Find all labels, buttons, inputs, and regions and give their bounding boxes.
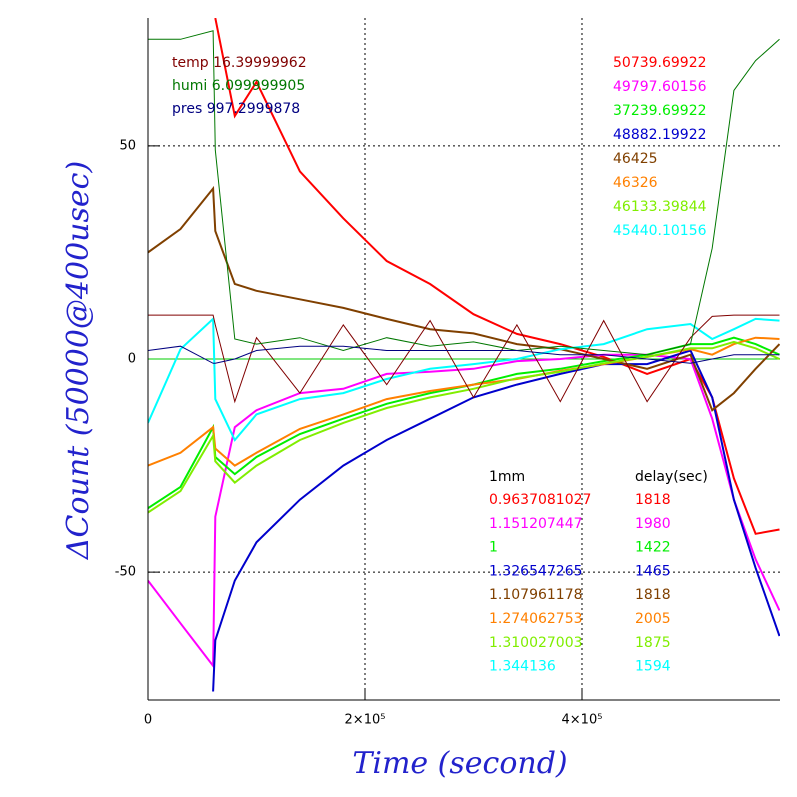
series-line	[148, 340, 780, 514]
table-delay: 1594	[635, 659, 671, 675]
table-delay: 1422	[635, 540, 671, 556]
y-tick-label: 0	[128, 352, 136, 367]
count-value: 46326	[613, 175, 658, 191]
table-delay: 1818	[635, 587, 671, 603]
y-axis-title: ΔCount (50000@400usec)	[61, 161, 96, 560]
legend-entry: pres 997.2999878	[172, 101, 300, 117]
series-line	[148, 336, 780, 467]
table-ratio: 1.107961178	[489, 587, 583, 603]
table-ratio: 1.344136	[489, 659, 556, 675]
table-ratio: 1.310027003	[489, 635, 583, 651]
series-line	[148, 345, 780, 364]
table-ratio: 1.151207447	[489, 516, 583, 532]
count-value: 46133.39844	[613, 199, 707, 215]
x-tick-label: 4×10⁵	[562, 713, 603, 728]
legend-entry: temp 16.39999962	[172, 55, 307, 71]
count-value: 50739.69922	[613, 55, 707, 71]
table-ratio: 1.326547265	[489, 563, 583, 579]
y-tick-label: -50	[115, 565, 136, 580]
series-line	[148, 316, 780, 442]
table-delay: 2005	[635, 611, 671, 627]
table-ratio: 1	[489, 540, 498, 556]
series-line	[148, 314, 780, 404]
legend-entry: humi 6.099999905	[172, 78, 305, 94]
series-line	[148, 30, 780, 356]
count-value: 48882.19922	[613, 127, 707, 143]
x-tick-label: 0	[144, 713, 152, 728]
table-delay: 1980	[635, 516, 671, 532]
series-line	[212, 349, 780, 692]
table-delay: 1465	[635, 563, 671, 579]
table-ratio: 1.274062753	[489, 611, 583, 627]
count-value: 49797.60156	[613, 79, 707, 95]
count-value: 46425	[613, 151, 658, 167]
series-line	[148, 353, 780, 669]
x-axis-title: Time (second)	[352, 746, 567, 781]
series-line	[148, 336, 780, 510]
y-tick-label: 50	[119, 138, 136, 153]
table-delay: 1875	[635, 635, 671, 651]
count-value: 45440.10156	[613, 223, 707, 239]
series-line	[148, 185, 780, 412]
table-header: 1mm	[489, 469, 525, 485]
table-ratio: 0.9637081027	[489, 492, 591, 508]
table-header: delay(sec)	[635, 469, 708, 485]
count-value: 37239.69922	[613, 103, 707, 119]
table-delay: 1818	[635, 492, 671, 508]
x-tick-label: 2×10⁵	[345, 713, 386, 728]
plot-lines	[148, 18, 780, 692]
series-line	[214, 18, 780, 535]
